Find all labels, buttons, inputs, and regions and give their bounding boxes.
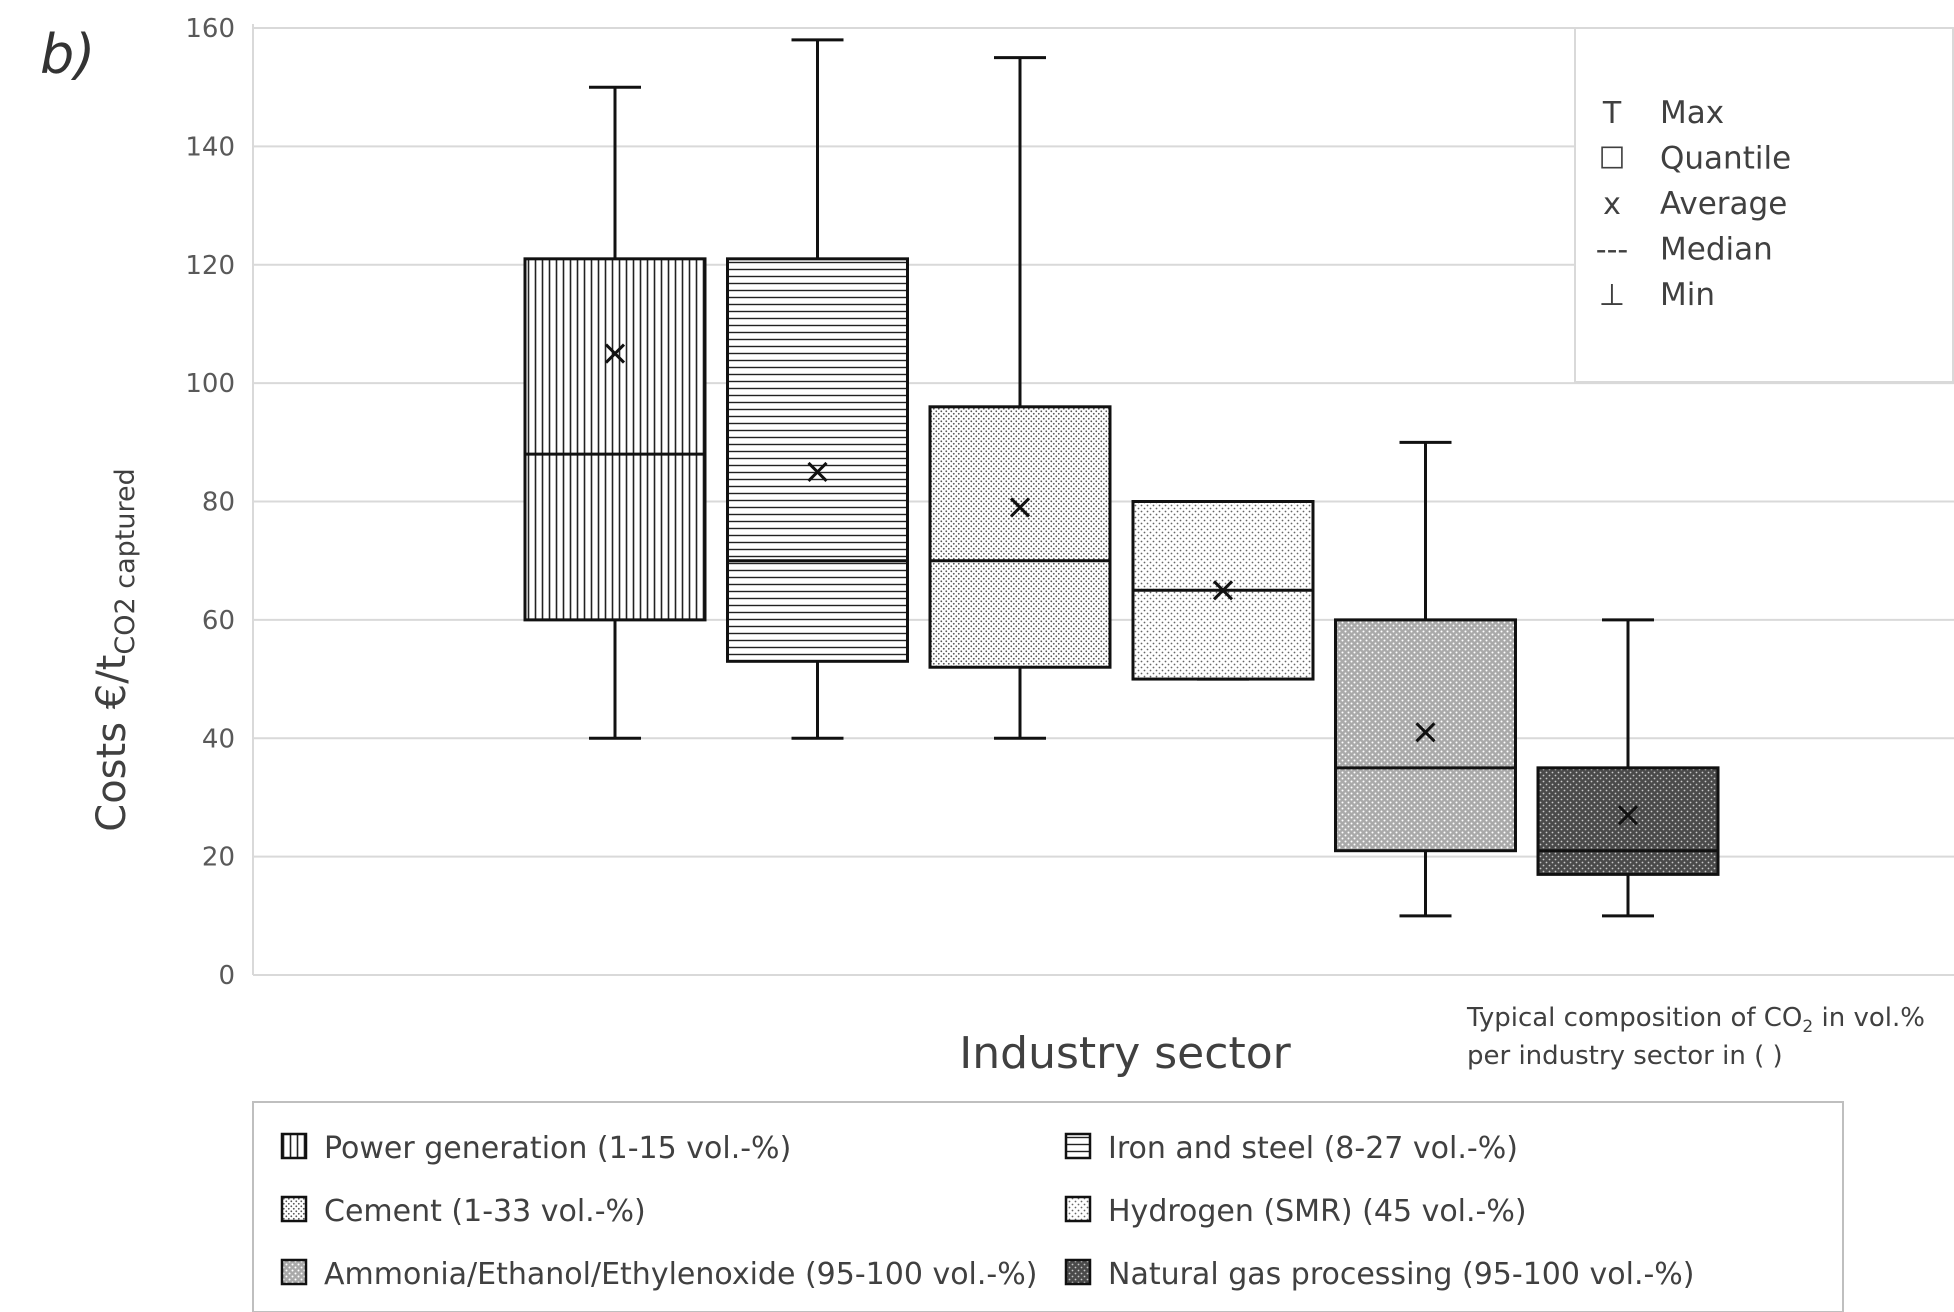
box-4 <box>1131 500 1315 681</box>
key-symbol: x <box>1603 187 1621 222</box>
mean-marker <box>604 343 626 364</box>
legend-swatch <box>1064 1195 1092 1223</box>
mean-marker <box>807 461 828 482</box>
legend-item: Cement (1-33 vol.-%) <box>280 1194 646 1229</box>
panel-label: b) <box>40 23 95 86</box>
box-2 <box>726 38 909 740</box>
legend-label: Cement (1-33 vol.-%) <box>324 1194 646 1229</box>
statistic-key: T Max ☐ Quantile x Average --- Median ⊥ Min <box>1596 95 1791 313</box>
y-tick-label: 160 <box>185 14 235 44</box>
key-symbol: T <box>1602 96 1622 131</box>
box-3 <box>928 56 1112 740</box>
composition-note-line1: Typical composition of CO <box>1466 1003 1802 1033</box>
mean-marker <box>1415 722 1436 743</box>
legend-label: Hydrogen (SMR) (45 vol.-%) <box>1108 1194 1527 1229</box>
x-axis-label: Industry sector <box>959 1028 1291 1079</box>
legend-label: Power generation (1-15 vol.-%) <box>324 1131 791 1166</box>
key-symbol: ⊥ <box>1599 278 1625 313</box>
composition-note-sub: 2 <box>1802 1017 1813 1037</box>
legend-swatch <box>280 1132 308 1160</box>
y-tick-label: 120 <box>185 251 235 281</box>
mean-marker <box>1009 497 1031 518</box>
y-axis-ticks: 0 20 40 60 80 100 120 140 160 <box>185 14 235 991</box>
composition-note-suffix: in vol.% <box>1813 1003 1925 1033</box>
key-symbol: --- <box>1596 233 1628 268</box>
y-tick-label: 0 <box>218 961 235 991</box>
legend-frame <box>252 1101 1844 1312</box>
y-axis-label-main: Costs €/t <box>89 655 135 832</box>
legend-label: Natural gas processing (95-100 vol.-%) <box>1108 1257 1695 1292</box>
legend-swatch <box>280 1258 308 1286</box>
y-axis-label-sub: CO2 captured <box>110 468 141 654</box>
composition-note: Typical composition of CO2 in vol.% <box>1466 1003 1925 1037</box>
quartile-box <box>523 257 707 622</box>
mean-marker <box>1212 580 1234 601</box>
legend-item: Ammonia/Ethanol/Ethylenoxide (95-100 vol… <box>280 1257 1037 1292</box>
key-label: Median <box>1660 232 1773 268</box>
y-tick-label: 100 <box>185 369 235 399</box>
quartile-box <box>1536 766 1720 876</box>
box-5 <box>1334 440 1517 918</box>
legend-swatch <box>280 1195 308 1223</box>
y-tick-label: 20 <box>202 843 235 873</box>
legend-item: Natural gas processing (95-100 vol.-%) <box>1064 1257 1695 1292</box>
legend-label: Iron and steel (8-27 vol.-%) <box>1108 1131 1518 1166</box>
legend: Power generation (1-15 vol.-%) Iron and s… <box>280 1131 1695 1292</box>
legend-item: Hydrogen (SMR) (45 vol.-%) <box>1064 1194 1527 1229</box>
legend-label: Ammonia/Ethanol/Ethylenoxide (95-100 vol… <box>324 1257 1037 1292</box>
legend-swatch <box>1064 1258 1092 1286</box>
quartile-box <box>928 405 1112 669</box>
y-tick-label: 140 <box>185 132 235 162</box>
legend-item: Iron and steel (8-27 vol.-%) <box>1064 1131 1518 1166</box>
key-label: Quantile <box>1660 141 1791 177</box>
mean-marker <box>1617 805 1639 826</box>
key-frame <box>1574 27 1954 383</box>
quartile-box <box>1334 618 1517 853</box>
legend-item: Power generation (1-15 vol.-%) <box>280 1131 791 1166</box>
y-tick-label: 40 <box>202 724 235 754</box>
key-label: Average <box>1660 186 1787 222</box>
key-label: Min <box>1660 277 1715 313</box>
box-series <box>523 38 1720 918</box>
composition-note-line3: per industry sector in ( ) <box>1467 1041 1783 1071</box>
y-tick-label: 80 <box>202 488 235 518</box>
legend-swatch <box>1064 1132 1092 1160</box>
key-label: Max <box>1660 95 1724 131</box>
y-tick-label: 60 <box>202 606 235 636</box>
box-6 <box>1536 618 1720 918</box>
key-symbol: ☐ <box>1599 142 1626 177</box>
y-axis-label: Costs €/tCO2 captured <box>89 468 141 831</box>
box-1 <box>523 85 707 740</box>
quartile-box <box>726 257 909 663</box>
